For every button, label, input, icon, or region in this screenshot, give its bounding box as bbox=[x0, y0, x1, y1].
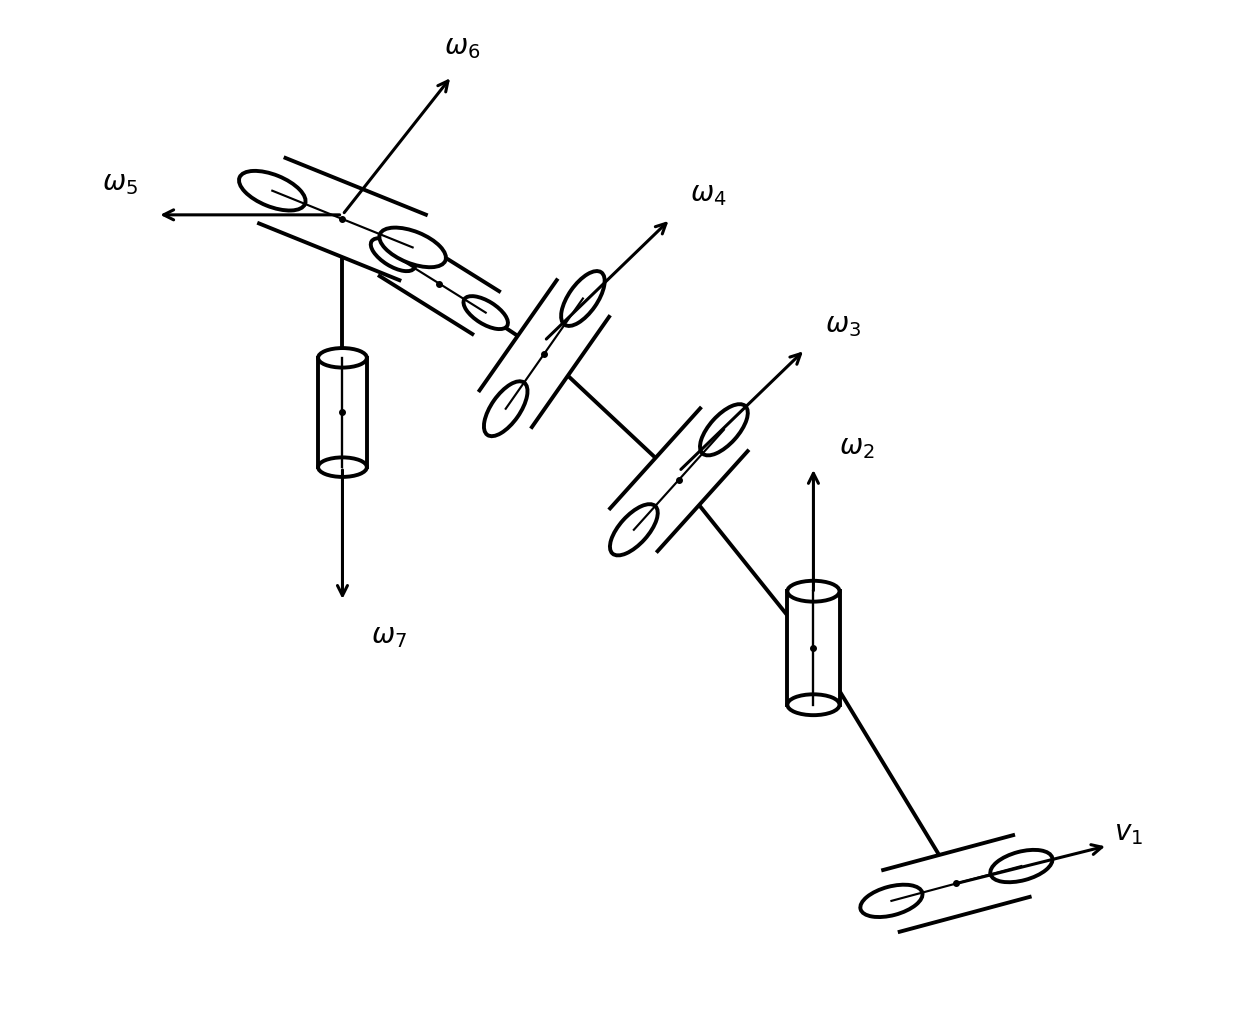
Text: $\omega_3$: $\omega_3$ bbox=[825, 311, 861, 339]
Bar bbox=[787, 591, 839, 705]
Ellipse shape bbox=[787, 581, 839, 602]
Polygon shape bbox=[480, 281, 609, 428]
Ellipse shape bbox=[464, 297, 508, 330]
Ellipse shape bbox=[239, 172, 305, 211]
Polygon shape bbox=[379, 235, 498, 335]
Polygon shape bbox=[259, 159, 425, 281]
Polygon shape bbox=[883, 835, 1029, 932]
Ellipse shape bbox=[319, 458, 367, 477]
Text: $\omega_5$: $\omega_5$ bbox=[102, 170, 138, 197]
Text: $\omega_2$: $\omega_2$ bbox=[839, 433, 875, 460]
Ellipse shape bbox=[484, 382, 527, 437]
Text: $\omega_7$: $\omega_7$ bbox=[371, 622, 407, 649]
Ellipse shape bbox=[319, 349, 367, 368]
Ellipse shape bbox=[701, 404, 748, 456]
Ellipse shape bbox=[787, 695, 839, 716]
Text: $v_1$: $v_1$ bbox=[1115, 820, 1143, 846]
Polygon shape bbox=[610, 409, 748, 552]
Ellipse shape bbox=[562, 272, 605, 327]
Text: $\omega_4$: $\omega_4$ bbox=[689, 181, 727, 208]
Bar bbox=[319, 359, 367, 468]
Text: $\omega_6$: $\omega_6$ bbox=[444, 34, 480, 61]
Ellipse shape bbox=[371, 239, 415, 272]
Ellipse shape bbox=[991, 850, 1053, 883]
Ellipse shape bbox=[379, 228, 446, 268]
Ellipse shape bbox=[610, 504, 657, 556]
Ellipse shape bbox=[861, 885, 923, 917]
